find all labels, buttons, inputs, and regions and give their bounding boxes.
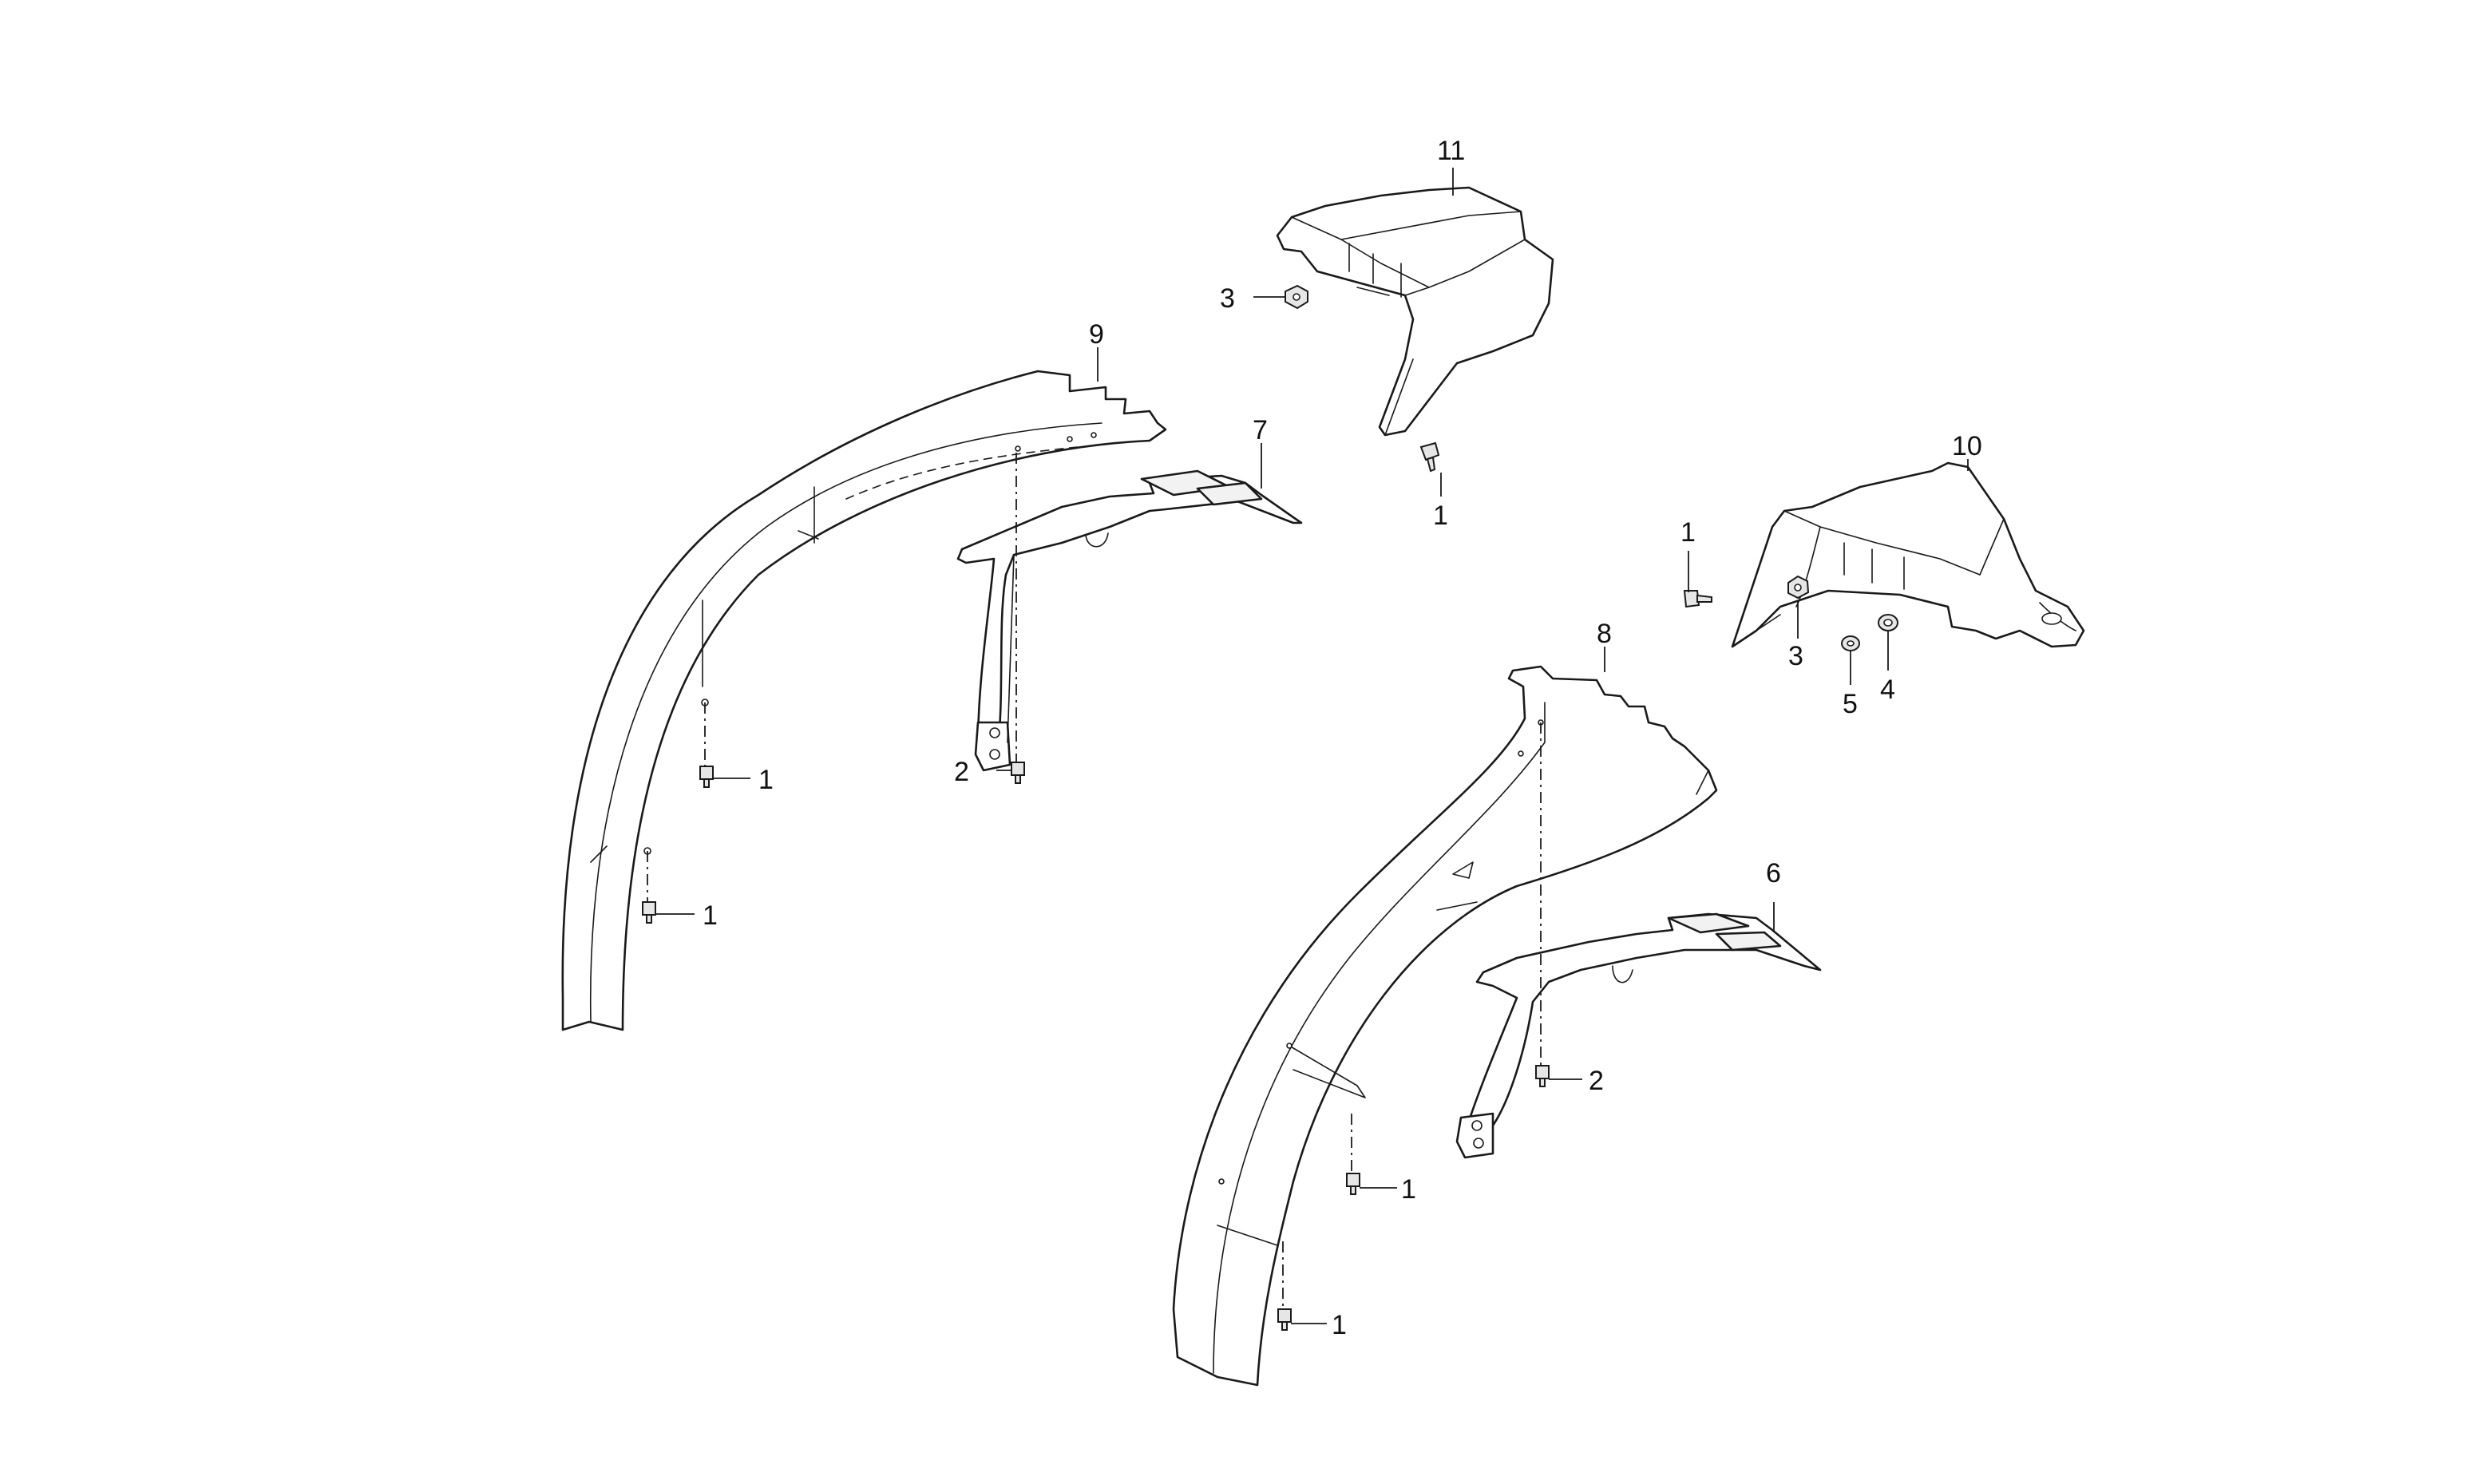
bolt-icon xyxy=(1419,441,1440,473)
callout-4: 4 xyxy=(1880,675,1895,705)
bolt-icon xyxy=(699,766,714,788)
callout-9: 9 xyxy=(1089,319,1104,350)
callout-7: 7 xyxy=(1253,415,1268,445)
bolt-icon xyxy=(1535,1065,1550,1087)
callout-1: 1 xyxy=(1433,501,1448,531)
bolt-icon xyxy=(642,901,656,924)
callout-8: 8 xyxy=(1597,619,1612,649)
callout-1: 1 xyxy=(1401,1174,1416,1205)
callout-1: 1 xyxy=(1332,1310,1347,1340)
bolt-icon xyxy=(1011,762,1025,784)
callout-2: 2 xyxy=(1589,1066,1604,1096)
part-6-right-bracket xyxy=(1455,912,1822,1159)
bolt-icon xyxy=(1277,1308,1292,1331)
nut-icon xyxy=(1787,575,1810,600)
bolt-icon xyxy=(1346,1173,1360,1195)
callout-11: 11 xyxy=(1437,136,1465,166)
part-9-left-fender xyxy=(561,370,1167,1031)
part-11-top-cover xyxy=(1276,186,1554,437)
part-10-right-cover xyxy=(1731,461,2085,648)
callout-1: 1 xyxy=(758,765,774,795)
callout-1: 1 xyxy=(703,900,718,931)
assembly-axis-lines xyxy=(647,453,1542,1309)
callout-3: 3 xyxy=(1220,283,1235,314)
callout-3: 3 xyxy=(1788,641,1803,671)
nut-icon xyxy=(1285,284,1308,310)
washer-icon xyxy=(1841,635,1860,651)
callout-6: 6 xyxy=(1766,858,1781,888)
callout-1: 1 xyxy=(1680,517,1696,548)
part-8-right-fender xyxy=(1172,665,1718,1387)
callout-10: 10 xyxy=(1952,431,1982,461)
bolt-icon xyxy=(1683,590,1712,608)
callout-labels: 11 3 9 7 1 10 1 3 5 4 8 1 2 1 6 2 1 1 xyxy=(703,136,1982,1340)
callout-2: 2 xyxy=(954,757,969,787)
part-7-left-bracket xyxy=(956,469,1303,772)
callout-leaders xyxy=(655,168,1969,1324)
washer-icon xyxy=(1878,614,1898,631)
callout-5: 5 xyxy=(1843,689,1858,719)
